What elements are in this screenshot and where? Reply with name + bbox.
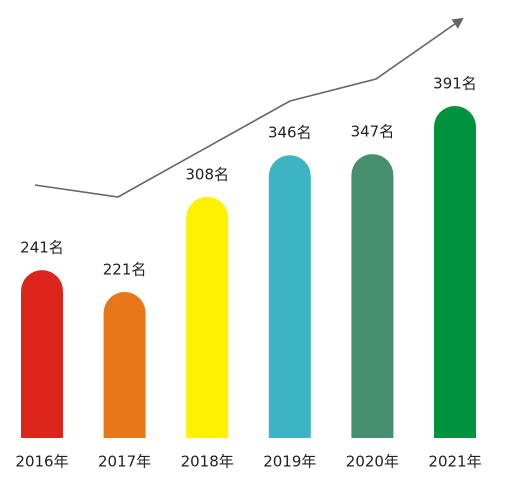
- bar: [434, 106, 476, 438]
- x-tick-label: 2018年: [181, 453, 234, 471]
- trend-arrow: [34, 17, 464, 198]
- bar: [103, 292, 146, 438]
- value-label: 346名: [268, 124, 312, 142]
- x-tick-label: 2019年: [263, 453, 316, 471]
- x-tick-label: 2020年: [346, 453, 399, 471]
- x-tick-label: 2021年: [428, 453, 481, 471]
- bar: [21, 270, 63, 438]
- value-label: 308名: [185, 165, 229, 183]
- value-label: 347名: [351, 123, 395, 141]
- bar: [351, 154, 394, 439]
- bar: [268, 155, 311, 438]
- bar: [186, 196, 229, 438]
- value-label: 241名: [20, 239, 64, 257]
- value-label: 221名: [103, 261, 147, 279]
- x-tick-label: 2016年: [15, 453, 68, 471]
- value-label: 391名: [433, 75, 477, 93]
- x-tick-label: 2017年: [98, 453, 151, 471]
